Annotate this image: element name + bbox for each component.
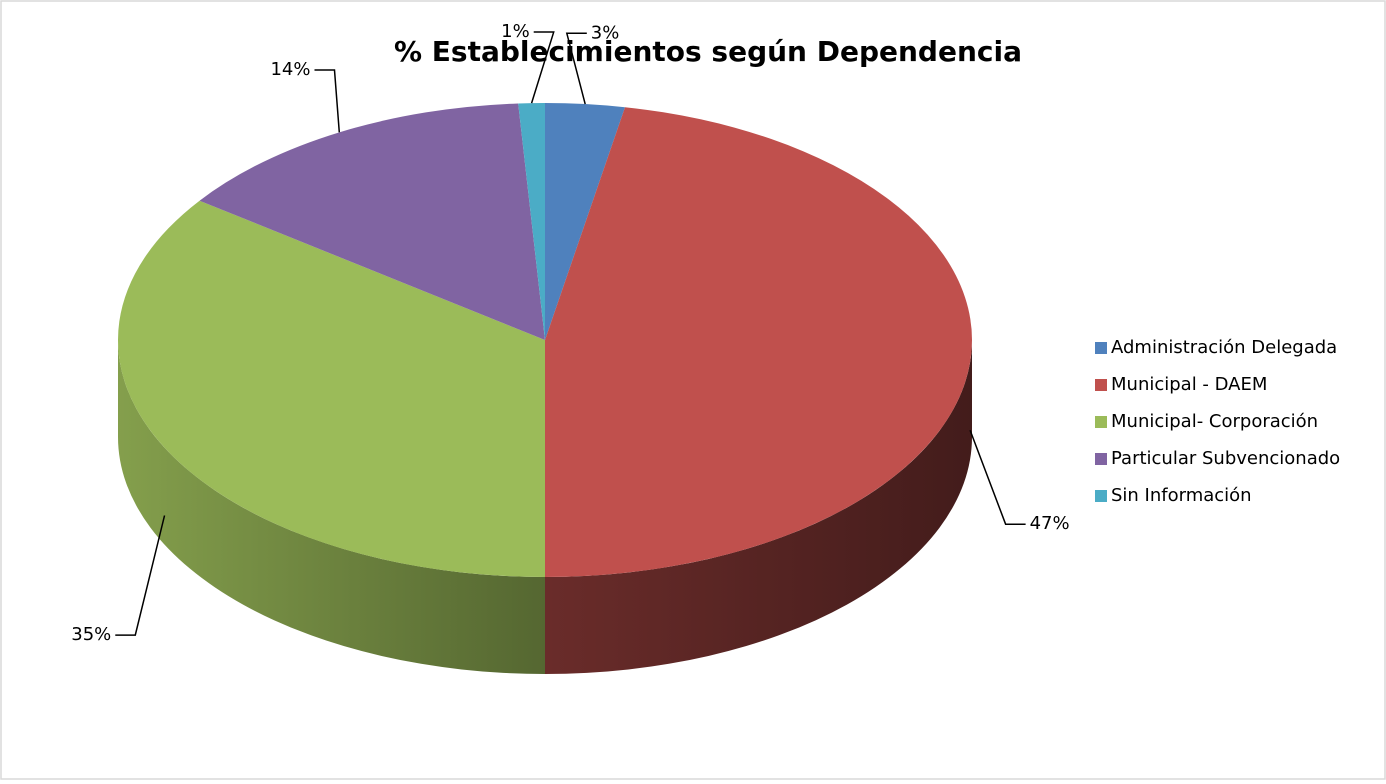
pie-slice	[545, 107, 972, 577]
legend-label: Particular Subvencionado	[1111, 448, 1340, 469]
data-label: 1%	[501, 21, 530, 42]
legend-label: Administración Delegada	[1111, 337, 1337, 358]
data-label: 35%	[71, 624, 111, 645]
leader-line	[314, 69, 341, 133]
pie-slice-side	[118, 340, 545, 674]
legend-swatch	[1095, 490, 1107, 502]
leader-line	[565, 32, 587, 105]
chart-title: % Establecimientos según Dependencia	[394, 35, 1022, 68]
legend-swatch	[1095, 379, 1107, 391]
leader-line	[969, 429, 1026, 525]
leader-line	[530, 31, 555, 104]
legend-swatch	[1095, 453, 1107, 465]
legend-swatch	[1095, 342, 1107, 354]
pie-slice-side	[545, 340, 972, 674]
pie-slice	[118, 200, 546, 578]
data-label: 47%	[1030, 513, 1070, 534]
pie-slice	[199, 103, 545, 340]
legend-label: Municipal - DAEM	[1111, 374, 1267, 395]
legend-label: Sin Información	[1111, 485, 1252, 506]
legend-label: Municipal- Corporación	[1111, 411, 1318, 432]
pie-slice	[545, 103, 626, 340]
legend-swatch	[1095, 416, 1107, 428]
data-label: 14%	[270, 59, 310, 80]
data-label: 3%	[591, 22, 620, 43]
leader-line	[115, 515, 166, 636]
pie-slice	[518, 103, 545, 340]
